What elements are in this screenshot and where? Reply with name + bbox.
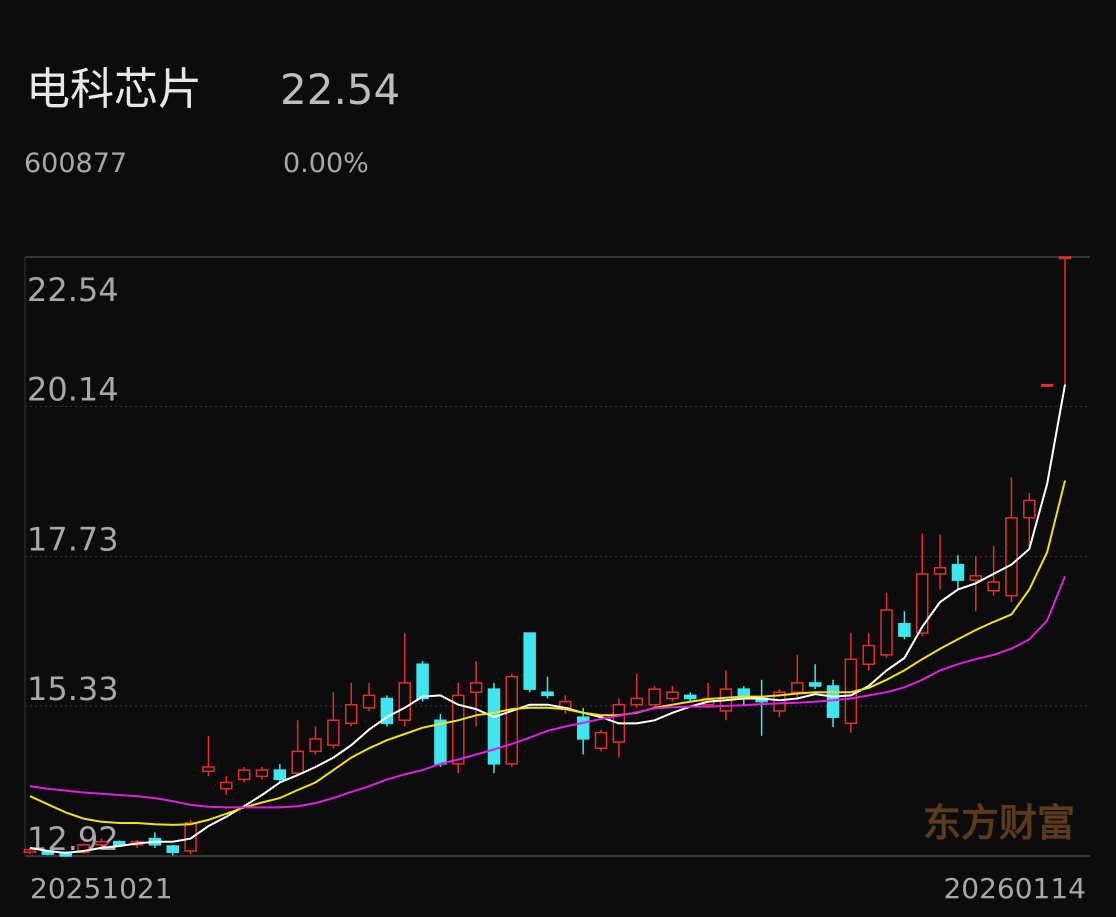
candle-body [344,703,358,725]
candle-body [416,663,429,700]
candle-body [202,766,215,773]
y-tick-label: 17.73 [27,521,119,559]
candle-body [77,844,90,854]
candle-body [469,682,483,693]
candle-body [523,632,536,690]
candle-body [362,694,376,709]
stock-name: 电科芯片 [26,64,202,115]
candle-body [880,609,893,656]
candle-body [309,738,322,753]
candle-body [737,688,751,697]
moving-average-line [29,480,1066,826]
candle-body [237,769,251,781]
moving-average-line [29,384,1066,854]
candle-body [808,682,822,687]
price-change: 0.00% [283,148,369,179]
candle-body [487,688,501,765]
candle-body [291,750,304,774]
candle-body [273,769,287,781]
candle-body [452,694,465,765]
candle-body [220,781,233,790]
candle-body [630,697,643,706]
candle-body [862,644,875,665]
stock-code: 600877 [24,148,127,179]
candle-body [791,682,804,693]
candle-body [166,845,180,854]
y-tick-label: 22.54 [27,271,119,309]
candle-body [1005,517,1018,597]
candle-body [576,716,590,740]
y-tick-label: 15.33 [27,670,119,708]
x-tick-label: 20260114 [943,872,1086,905]
candle-body [23,849,37,854]
candle-body [969,575,983,581]
candle-body [112,840,126,846]
candle-body [434,719,447,765]
candle-body [380,697,394,725]
candle-body [987,581,1000,592]
candle-body [1040,383,1054,387]
watermark: 东方财富 [923,801,1075,845]
candle-body [773,691,786,712]
candle-body [648,688,661,706]
candle-body [684,694,697,700]
candle-body [1023,499,1036,519]
y-tick-label: 20.14 [27,370,119,408]
candle-body [898,622,911,637]
stock-price: 22.54 [280,65,400,114]
candle-body [398,682,411,722]
moving-average-line [29,576,1066,809]
candle-body [915,573,929,634]
candle-body [951,563,965,581]
candle-body [594,731,608,750]
candle-body [1058,256,1072,260]
candle-body [505,675,519,765]
candle-body [184,822,197,852]
candle-body [541,691,554,697]
candle-body [933,566,947,575]
candle-body [666,691,679,700]
candle-body [95,840,108,846]
x-tick-label: 20251021 [30,872,173,905]
candle-body [255,769,269,778]
candle-body [327,719,340,746]
